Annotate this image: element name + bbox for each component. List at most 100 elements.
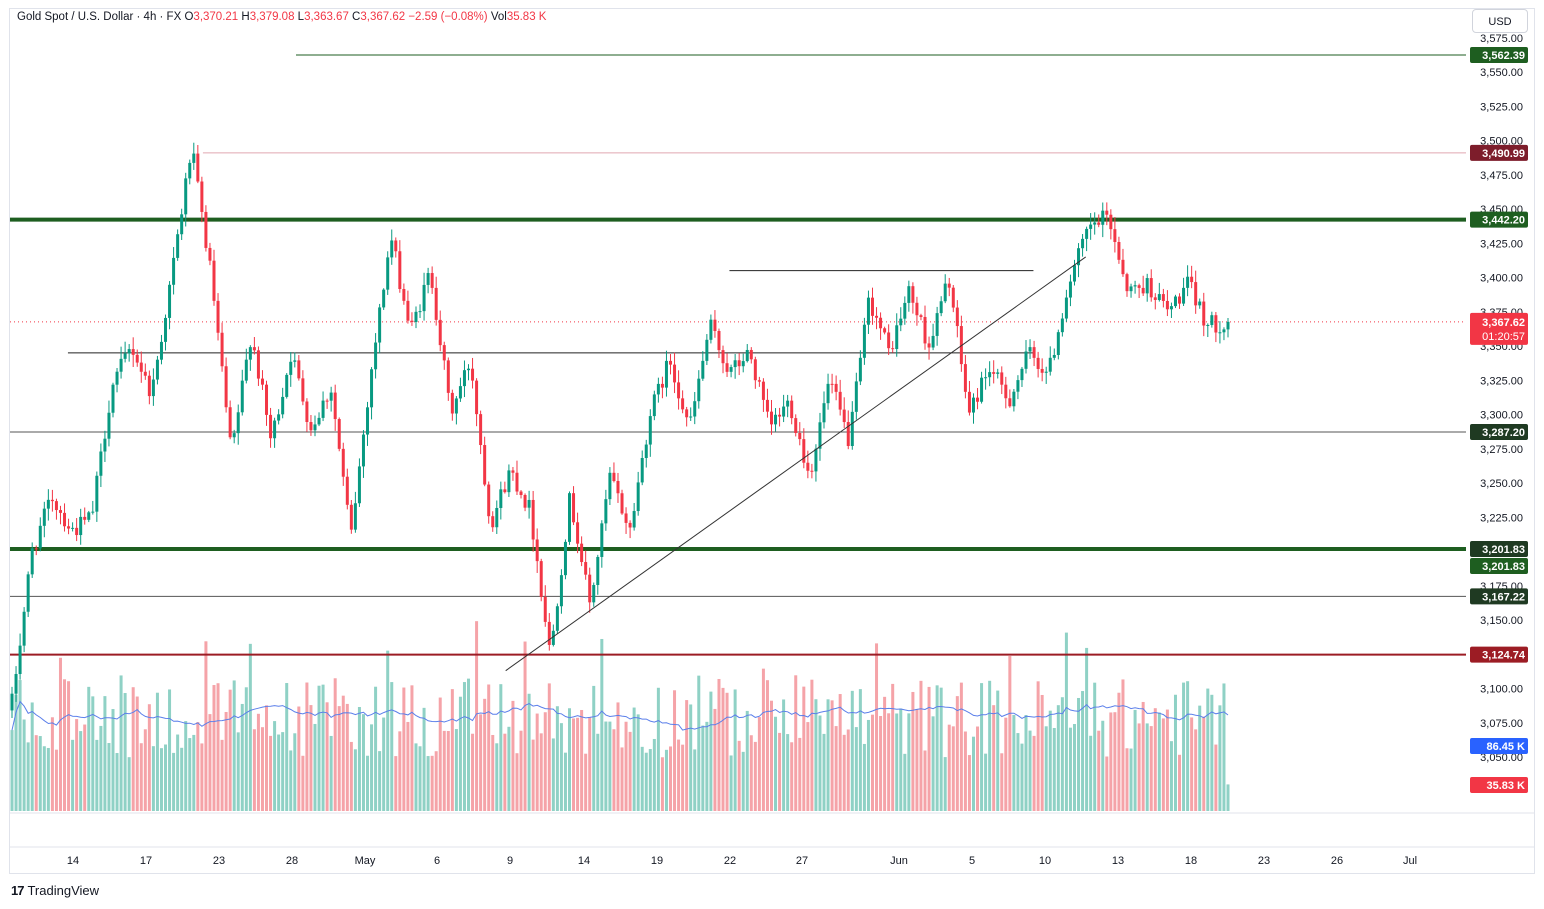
candle-body bbox=[947, 283, 951, 288]
candle-body bbox=[543, 596, 547, 622]
volume-bar bbox=[18, 680, 22, 811]
volume-bar bbox=[281, 732, 285, 811]
candle-body bbox=[794, 418, 798, 433]
candle-body bbox=[1093, 222, 1097, 225]
candle-body bbox=[507, 470, 511, 493]
candle-body bbox=[54, 501, 58, 511]
tradingview-branding[interactable]: 17 TradingView bbox=[11, 883, 99, 898]
volume-bar bbox=[879, 716, 883, 811]
chart-frame[interactable] bbox=[9, 8, 1535, 874]
candle-body bbox=[563, 541, 567, 576]
candle-body bbox=[677, 382, 681, 399]
volume-bar bbox=[846, 729, 850, 811]
volume-bar bbox=[656, 687, 660, 811]
volume-bar bbox=[357, 707, 361, 811]
volume-bar bbox=[1173, 694, 1177, 811]
candle-body bbox=[705, 339, 709, 361]
candle-body bbox=[192, 153, 196, 163]
volume-bar bbox=[232, 680, 236, 811]
level-price-tag: 3,287.20 bbox=[1482, 427, 1525, 439]
level-price-tag: 3,167.22 bbox=[1482, 591, 1525, 603]
volume-bar bbox=[539, 733, 543, 811]
volume-bar bbox=[256, 713, 260, 811]
volume-bar bbox=[527, 693, 531, 811]
volume-bar bbox=[818, 715, 822, 811]
volume-bar bbox=[248, 643, 252, 811]
volume-bar bbox=[487, 684, 491, 811]
candle-body bbox=[604, 499, 608, 524]
x-tick-label: 22 bbox=[724, 855, 736, 867]
candle-body bbox=[927, 343, 931, 348]
candle-body bbox=[454, 398, 458, 414]
candle-body bbox=[854, 381, 858, 412]
candle-body bbox=[172, 257, 176, 285]
candle-body bbox=[802, 439, 806, 463]
candle-body bbox=[487, 484, 491, 517]
volume-bar bbox=[1040, 694, 1044, 811]
candle-body bbox=[624, 513, 628, 523]
volume-bar bbox=[123, 693, 127, 811]
y-tick-label: 3,100.00 bbox=[1480, 684, 1523, 696]
candle-body bbox=[834, 383, 838, 392]
candle-body bbox=[757, 380, 761, 382]
candle-body bbox=[58, 510, 62, 513]
volume-bar bbox=[471, 733, 475, 811]
candle-body bbox=[608, 472, 612, 500]
countdown-label: 01:20:57 bbox=[1482, 331, 1525, 343]
volume-bar bbox=[240, 703, 244, 811]
volume-bar bbox=[810, 679, 814, 811]
volume-bar bbox=[1089, 735, 1093, 811]
volume-bar bbox=[58, 657, 62, 811]
candle-body bbox=[434, 287, 438, 320]
candle-body bbox=[1028, 347, 1032, 352]
volume-bar bbox=[293, 733, 297, 811]
tradingview-name: TradingView bbox=[27, 883, 100, 898]
x-tick-label: 23 bbox=[213, 855, 225, 867]
volume-bar bbox=[87, 686, 91, 811]
volume-bar bbox=[297, 706, 301, 811]
candle-body bbox=[870, 297, 874, 316]
volume-bar bbox=[1077, 697, 1081, 811]
volume-bar bbox=[1048, 710, 1052, 811]
volume-bar bbox=[1072, 724, 1076, 811]
volume-bar bbox=[782, 699, 786, 811]
candle-body bbox=[26, 574, 30, 612]
candle-body bbox=[862, 324, 866, 358]
candle-body bbox=[1052, 354, 1056, 358]
volume-ma-tag-bg bbox=[1470, 738, 1528, 754]
candle-body bbox=[155, 359, 159, 380]
candle-body bbox=[531, 499, 535, 540]
candle-body bbox=[1190, 276, 1194, 283]
candle-body bbox=[131, 349, 135, 355]
volume-bar bbox=[927, 686, 931, 811]
x-tick-label: 5 bbox=[969, 855, 975, 867]
y-tick-label: 3,475.00 bbox=[1480, 170, 1523, 182]
volume-bar bbox=[91, 696, 95, 811]
volume-bar bbox=[830, 700, 834, 811]
volume-bar bbox=[366, 755, 370, 811]
volume-bar bbox=[1024, 715, 1028, 811]
high-value: 3,379.08 bbox=[249, 11, 295, 23]
volume-bar bbox=[285, 683, 289, 811]
candle-body bbox=[725, 363, 729, 372]
volume-ma-tag: 86.45 K bbox=[1486, 741, 1525, 753]
volume-bar bbox=[866, 719, 870, 811]
volume-bar bbox=[1161, 718, 1165, 811]
volume-bar bbox=[1105, 756, 1109, 811]
currency-button[interactable]: USD bbox=[1472, 9, 1528, 33]
volume-bar bbox=[992, 705, 996, 811]
level-price-tag-bg bbox=[1470, 144, 1528, 161]
volume-bar bbox=[252, 729, 256, 811]
candle-body bbox=[761, 381, 765, 400]
volume-bar bbox=[757, 717, 761, 811]
volume-last-tag: 35.83 K bbox=[1486, 780, 1525, 792]
volume-bar bbox=[305, 682, 309, 811]
volume-bar bbox=[664, 749, 668, 811]
candle-body bbox=[858, 357, 862, 382]
volume-bar bbox=[568, 708, 572, 811]
candle-body bbox=[850, 411, 854, 447]
candle-body bbox=[1194, 282, 1198, 306]
x-tick-label: 27 bbox=[796, 855, 808, 867]
candle-body bbox=[289, 361, 293, 375]
